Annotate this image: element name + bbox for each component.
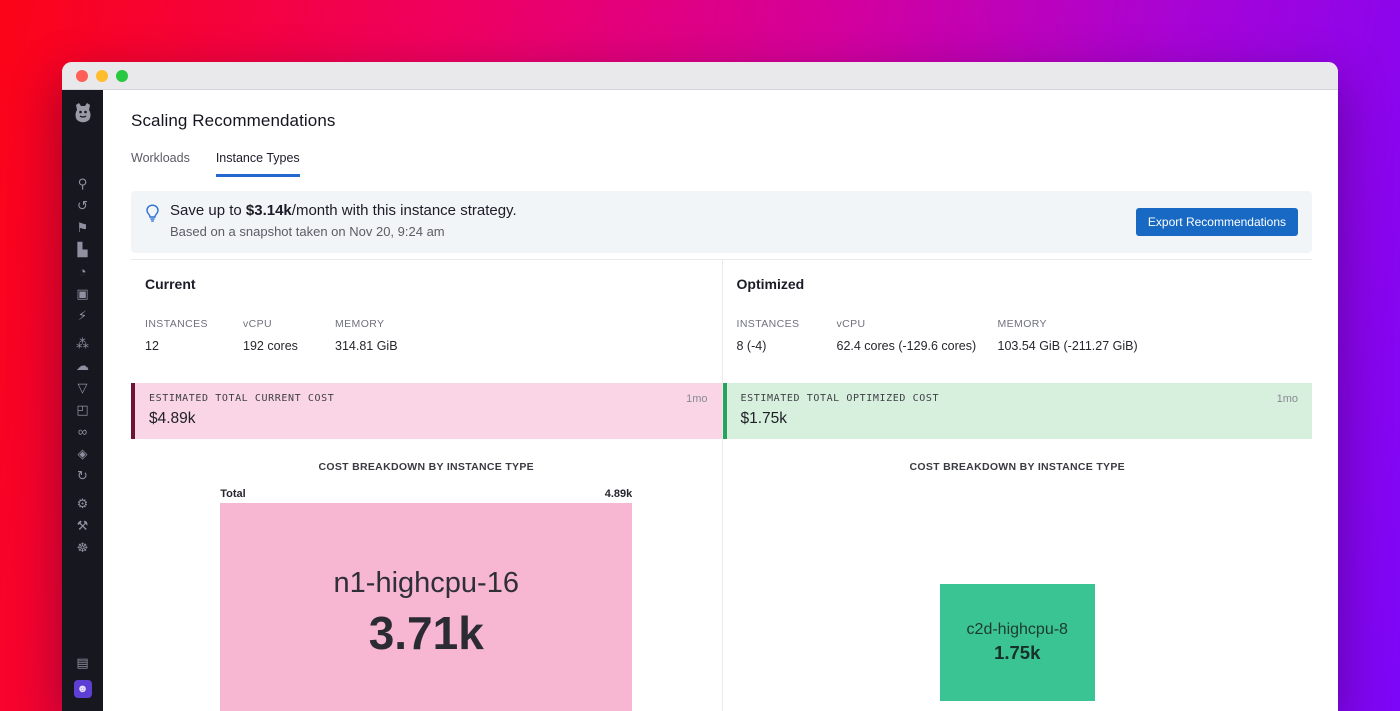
cloud-icon[interactable]: ☁ — [76, 358, 89, 373]
stat-memory: MEMORY 103.54 GiB (-211.27 GiB) — [997, 318, 1138, 353]
bar-chart-icon[interactable]: ▙ — [77, 242, 88, 257]
current-treemap: Total 4.89k n1-highcpu-16 3.71k — [220, 488, 633, 711]
user-icon[interactable]: ☺ — [75, 707, 91, 711]
treemap-node-n1-highcpu-16[interactable]: n1-highcpu-16 3.71k — [220, 503, 633, 711]
sidebar-bottom-icons: ▤ ☻ ☺ — [73, 655, 92, 711]
optimized-stats: INSTANCES 8 (-4) vCPU 62.4 cores (-129.6… — [737, 318, 1299, 353]
sync-icon[interactable]: ↻ — [77, 468, 88, 483]
savings-headline: Save up to $3.14k/month with this instan… — [170, 202, 517, 219]
optimized-cost-label: ESTIMATED TOTAL OPTIMIZED COST — [740, 393, 940, 404]
export-recommendations-button[interactable]: Export Recommendations — [1135, 208, 1298, 236]
treemap-total-label: Total — [220, 488, 246, 500]
window-titlebar[interactable] — [62, 62, 1338, 90]
savings-amount: $3.14k — [245, 202, 292, 219]
current-cost-value: $4.89k — [149, 410, 196, 427]
windows-icon[interactable]: ◰ — [76, 402, 89, 417]
current-stats: INSTANCES 12 vCPU 192 cores MEMORY 314.8… — [145, 318, 708, 353]
app-window: ⚲ ↺ ⚑ ▙ ◔ ▣ ⚡ ⁂ ☁ ▽ ◰ ∞ ◈ ↻ ⚙ ⚒ ☸ ▤ ☻ ☺ Scaling Recommenda… — [62, 62, 1338, 711]
avatar-icon[interactable]: ☻ — [73, 680, 92, 698]
treemap-node-c2d-highcpu-8[interactable]: c2d-highcpu-8 1.75k — [939, 584, 1095, 701]
optimized-panel: Optimized INSTANCES 8 (-4) vCPU 62.4 cor… — [721, 260, 1312, 711]
shield-icon[interactable]: ◈ — [77, 446, 88, 461]
stat-instances: INSTANCES 12 — [145, 318, 208, 353]
optimized-cost-value: $1.75k — [740, 410, 788, 427]
gear-icon[interactable]: ⚙ — [76, 496, 89, 511]
current-chart-title: COST BREAKDOWN BY INSTANCE TYPE — [318, 461, 534, 473]
server-icon[interactable]: ▤ — [76, 655, 89, 670]
stat-vcpu: vCPU 62.4 cores (-129.6 cores) — [836, 318, 977, 353]
minimize-window-button[interactable] — [96, 69, 108, 82]
link-icon[interactable]: ∞ — [77, 424, 88, 439]
optimized-cost-bar: ESTIMATED TOTAL OPTIMIZED COST 1mo $1.75… — [722, 383, 1312, 439]
comparison-panels: Current INSTANCES 12 vCPU 192 cores — [131, 259, 1312, 711]
zoom-window-button[interactable] — [116, 69, 128, 82]
optimized-cost-period: 1mo — [1276, 393, 1298, 405]
page-title: Scaling Recommendations — [131, 111, 336, 130]
snapshot-note: Based on a snapshot taken on Nov 20, 9:2… — [170, 224, 445, 239]
history-icon[interactable]: ↺ — [77, 198, 88, 213]
tools-icon[interactable]: ⚒ — [76, 518, 89, 533]
sidebar-icon-groups: ⚲ ↺ ⚑ ▙ ◔ ▣ ⚡ ⁂ ☁ ▽ ◰ ∞ ◈ ↻ ⚙ ⚒ ☸ — [75, 176, 91, 568]
bot-icon[interactable]: ☸ — [76, 540, 89, 555]
sidebar: ⚲ ↺ ⚑ ▙ ◔ ▣ ⚡ ⁂ ☁ ▽ ◰ ∞ ◈ ↻ ⚙ ⚒ ☸ ▤ ☻ ☺ — [62, 90, 103, 711]
pin-icon[interactable]: ⚑ — [76, 220, 89, 235]
current-cost-period: 1mo — [686, 393, 708, 405]
current-panel: Current INSTANCES 12 vCPU 192 cores — [131, 260, 722, 711]
current-cost-label: ESTIMATED TOTAL CURRENT COST — [149, 393, 335, 404]
stat-instances: INSTANCES 8 (-4) — [736, 318, 800, 353]
tab-instance-types[interactable]: Instance Types — [215, 151, 300, 177]
stat-vcpu: vCPU 192 cores — [243, 318, 298, 353]
lightbulb-icon — [145, 204, 160, 227]
cluster-icon[interactable]: ⁂ — [76, 336, 89, 351]
main-content: Scaling Recommendations Workloads Instan… — [103, 90, 1338, 711]
search-icon[interactable]: ⚲ — [77, 176, 88, 191]
savings-message: Save up to $3.14k/month with this instan… — [170, 202, 517, 239]
gauge-icon[interactable]: ◔ — [78, 264, 87, 279]
tab-bar: Workloads Instance Types — [131, 151, 1312, 177]
bolt-icon[interactable]: ⚡ — [77, 308, 88, 323]
filter-icon[interactable]: ▽ — [77, 380, 88, 395]
stat-memory: MEMORY 314.81 GiB — [335, 318, 398, 353]
close-window-button[interactable] — [76, 69, 88, 82]
savings-banner: Save up to $3.14k/month with this instan… — [131, 191, 1312, 253]
optimized-chart-title: COST BREAKDOWN BY INSTANCE TYPE — [909, 461, 1125, 473]
optimized-panel-title: Optimized — [736, 276, 805, 292]
app-logo-icon[interactable] — [70, 100, 96, 126]
layers-icon[interactable]: ▣ — [76, 286, 89, 301]
tab-workloads[interactable]: Workloads — [131, 151, 190, 165]
treemap-total-value: 4.89k — [604, 488, 633, 500]
current-panel-title: Current — [145, 276, 196, 292]
current-cost-bar: ESTIMATED TOTAL CURRENT COST 1mo $4.89k — [131, 383, 722, 439]
